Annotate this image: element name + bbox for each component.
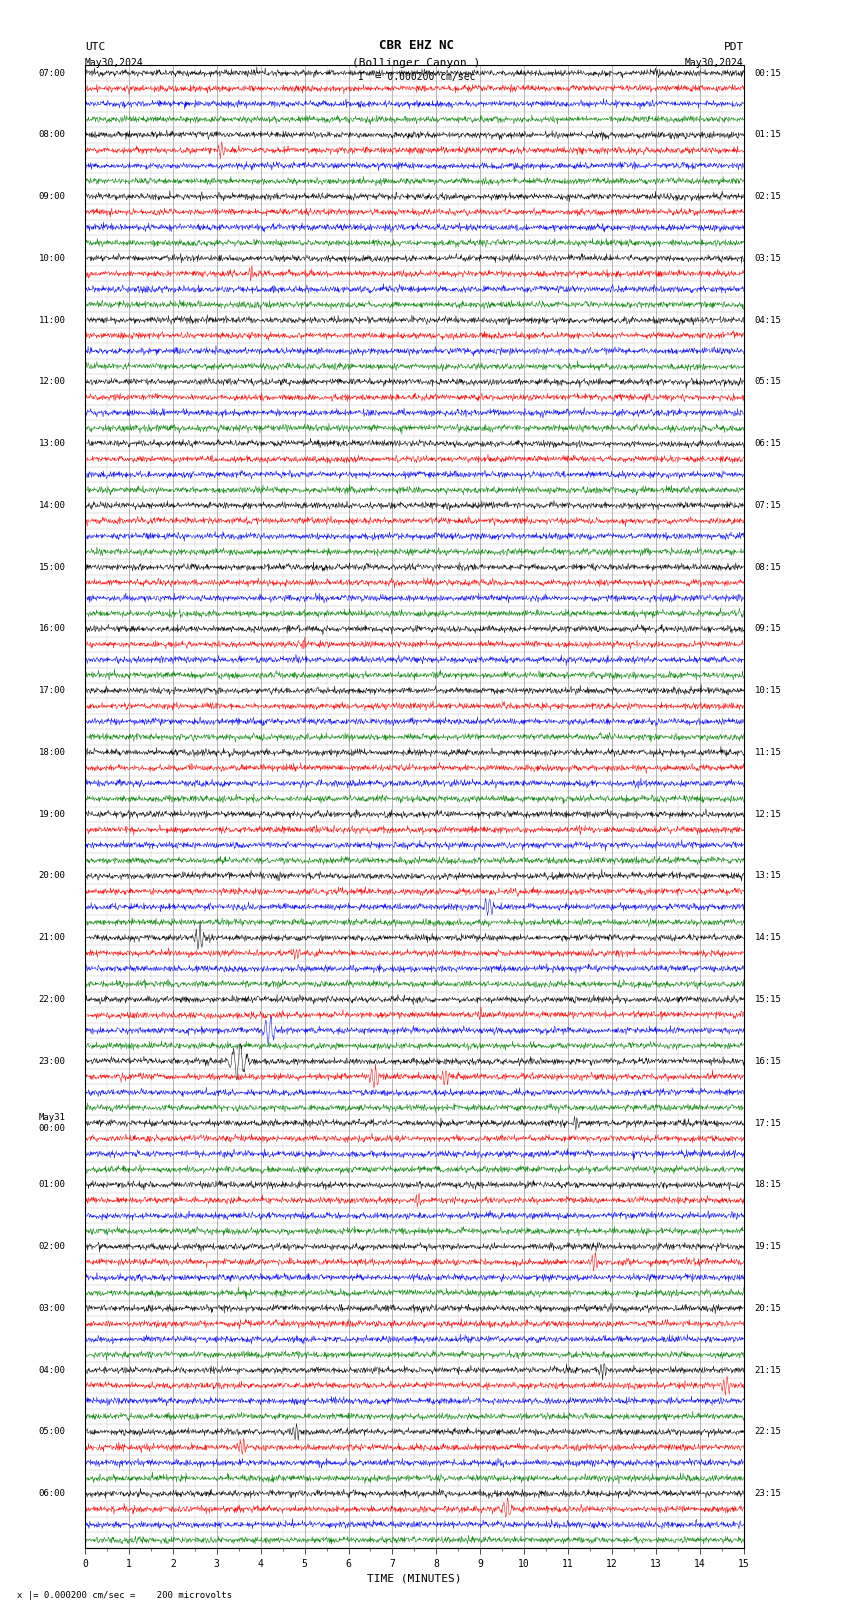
Text: 00:15: 00:15	[755, 68, 782, 77]
Text: 14:00: 14:00	[38, 502, 65, 510]
Text: I  = 0.000200 cm/sec: I = 0.000200 cm/sec	[358, 73, 475, 82]
Text: 03:15: 03:15	[755, 253, 782, 263]
Text: May31
00:00: May31 00:00	[38, 1113, 65, 1132]
Text: (Bollinger Canyon ): (Bollinger Canyon )	[353, 58, 480, 68]
Text: 11:00: 11:00	[38, 316, 65, 324]
Text: May30,2024: May30,2024	[85, 58, 144, 68]
Text: PDT: PDT	[723, 42, 744, 52]
Text: 20:00: 20:00	[38, 871, 65, 881]
Text: 03:00: 03:00	[38, 1303, 65, 1313]
Text: 02:15: 02:15	[755, 192, 782, 202]
Text: 22:15: 22:15	[755, 1428, 782, 1437]
Text: 21:15: 21:15	[755, 1366, 782, 1374]
Text: 14:15: 14:15	[755, 934, 782, 942]
Text: 15:15: 15:15	[755, 995, 782, 1003]
Text: 18:15: 18:15	[755, 1181, 782, 1189]
Text: 09:15: 09:15	[755, 624, 782, 634]
Text: 23:15: 23:15	[755, 1489, 782, 1498]
Text: 07:15: 07:15	[755, 502, 782, 510]
Text: 12:15: 12:15	[755, 810, 782, 819]
Text: 16:15: 16:15	[755, 1057, 782, 1066]
Text: 06:15: 06:15	[755, 439, 782, 448]
Text: 15:00: 15:00	[38, 563, 65, 571]
X-axis label: TIME (MINUTES): TIME (MINUTES)	[367, 1573, 462, 1582]
Text: 17:00: 17:00	[38, 686, 65, 695]
Text: 16:00: 16:00	[38, 624, 65, 634]
Text: 13:00: 13:00	[38, 439, 65, 448]
Text: 12:00: 12:00	[38, 377, 65, 387]
Text: 21:00: 21:00	[38, 934, 65, 942]
Text: 13:15: 13:15	[755, 871, 782, 881]
Text: 01:00: 01:00	[38, 1181, 65, 1189]
Text: 17:15: 17:15	[755, 1118, 782, 1127]
Text: UTC: UTC	[85, 42, 105, 52]
Text: 08:15: 08:15	[755, 563, 782, 571]
Text: 11:15: 11:15	[755, 748, 782, 756]
Text: 07:00: 07:00	[38, 68, 65, 77]
Text: 18:00: 18:00	[38, 748, 65, 756]
Text: CBR EHZ NC: CBR EHZ NC	[379, 39, 454, 52]
Text: 20:15: 20:15	[755, 1303, 782, 1313]
Text: 08:00: 08:00	[38, 131, 65, 139]
Text: 19:15: 19:15	[755, 1242, 782, 1252]
Text: 10:15: 10:15	[755, 686, 782, 695]
Text: 19:00: 19:00	[38, 810, 65, 819]
Text: 09:00: 09:00	[38, 192, 65, 202]
Text: 05:00: 05:00	[38, 1428, 65, 1437]
Text: 10:00: 10:00	[38, 253, 65, 263]
Text: May30,2024: May30,2024	[685, 58, 744, 68]
Text: 04:15: 04:15	[755, 316, 782, 324]
Text: 04:00: 04:00	[38, 1366, 65, 1374]
Text: 06:00: 06:00	[38, 1489, 65, 1498]
Text: x |= 0.000200 cm/sec =    200 microvolts: x |= 0.000200 cm/sec = 200 microvolts	[17, 1590, 232, 1600]
Text: 23:00: 23:00	[38, 1057, 65, 1066]
Text: 22:00: 22:00	[38, 995, 65, 1003]
Text: 05:15: 05:15	[755, 377, 782, 387]
Text: 01:15: 01:15	[755, 131, 782, 139]
Text: 02:00: 02:00	[38, 1242, 65, 1252]
